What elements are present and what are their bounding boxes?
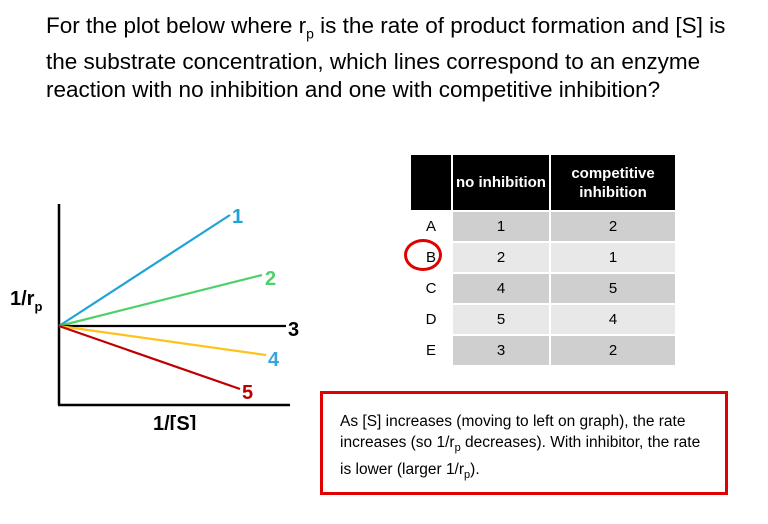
competitive-value: 5	[549, 272, 675, 304]
line-label-1: 1	[232, 206, 243, 228]
lineweaver-burk-plot: 1 2 3 4 5 1/rp 1/[S]	[10, 204, 299, 430]
header-option	[411, 155, 452, 211]
no-inhibition-value: 2	[451, 241, 550, 273]
competitive-value: 2	[549, 334, 675, 365]
no-inhibition-value: 3	[451, 334, 550, 365]
competitive-value: 4	[549, 303, 675, 335]
selected-answer-circle	[404, 239, 442, 271]
answer-table: no inhibition competitive inhibition A 1…	[411, 155, 675, 365]
table-row: D 5 4	[411, 303, 675, 335]
table-row: E 3 2	[411, 334, 675, 365]
question-text: For the plot below where rp is the rate …	[46, 13, 726, 102]
line-label-5: 5	[242, 382, 253, 404]
option-label: E	[411, 334, 452, 365]
line-label-3: 3	[288, 319, 299, 341]
table-row: C 4 5	[411, 272, 675, 304]
header-competitive-inhibition: competitive inhibition	[549, 155, 675, 211]
table-row: B 2 1	[411, 241, 675, 273]
header-no-inhibition: no inhibition	[451, 155, 550, 211]
no-inhibition-value: 4	[451, 272, 550, 304]
table-row: A 1 2	[411, 210, 675, 242]
competitive-value: 2	[549, 210, 675, 242]
no-inhibition-value: 1	[451, 210, 550, 242]
line-1	[58, 214, 231, 327]
y-axis-label: 1/rp	[10, 288, 42, 314]
competitive-value: 1	[549, 241, 675, 273]
option-label: A	[411, 210, 452, 242]
explanation-box: As [S] increases (moving to left on grap…	[320, 391, 728, 495]
option-label: C	[411, 272, 452, 304]
option-label: D	[411, 303, 452, 335]
line-4	[58, 324, 267, 357]
no-inhibition-value: 5	[451, 303, 550, 335]
line-label-2: 2	[265, 268, 276, 290]
line-label-4: 4	[268, 349, 280, 371]
line-5	[58, 324, 241, 391]
line-2	[58, 273, 263, 328]
table-header-row: no inhibition competitive inhibition	[411, 155, 675, 211]
x-axis-label: 1/[S]	[153, 413, 196, 430]
